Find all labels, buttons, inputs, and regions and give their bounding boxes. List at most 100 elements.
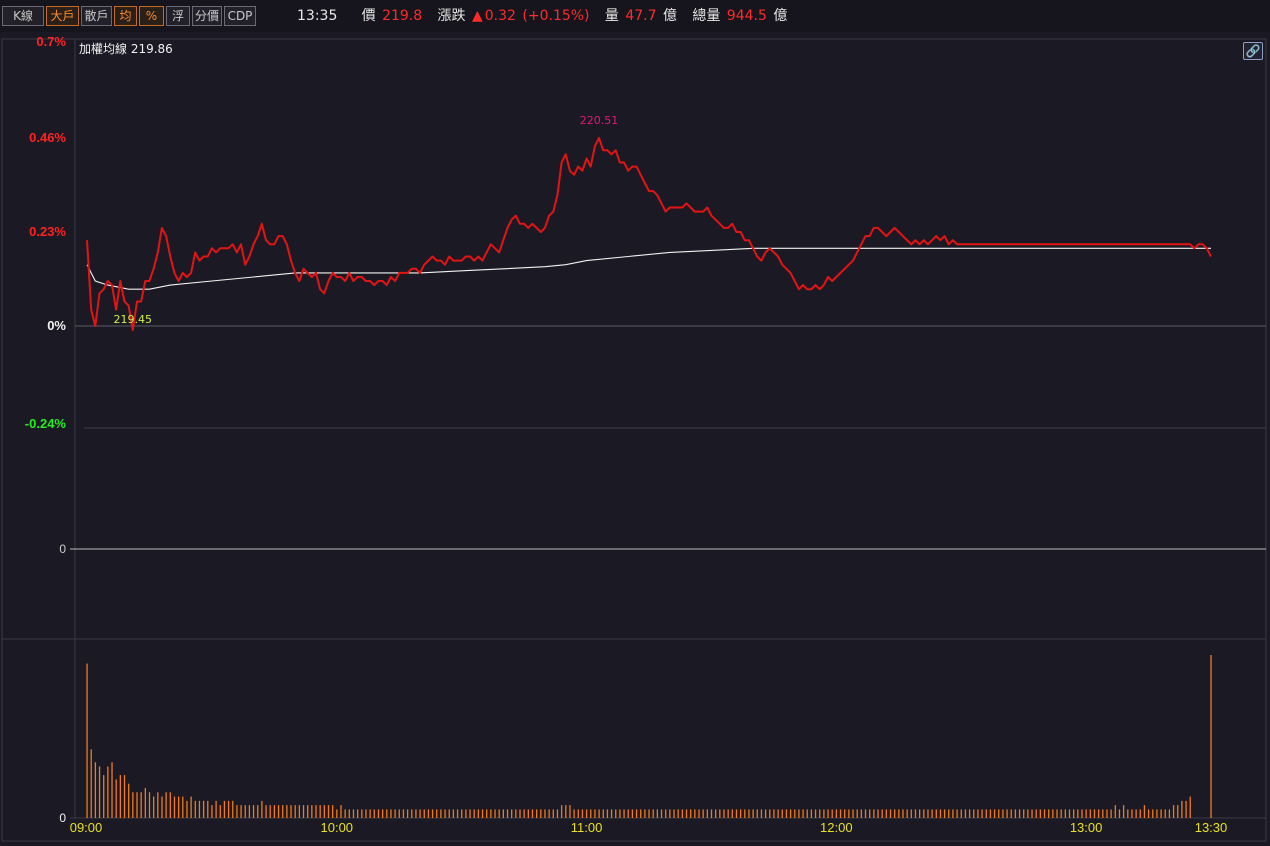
volume-bar <box>1056 809 1058 818</box>
volume-bar <box>581 809 584 818</box>
volume-bar <box>681 809 684 818</box>
volume-bar <box>814 809 817 818</box>
volume-bar <box>644 809 646 818</box>
volume-bar <box>286 805 288 818</box>
total-volume-unit: 億 <box>773 8 788 24</box>
volume-bar <box>490 809 492 818</box>
volume-bar <box>136 792 138 818</box>
volume-bar <box>377 809 380 818</box>
volume-bar <box>394 809 396 818</box>
volume-bar <box>973 809 975 818</box>
volume-bar <box>415 809 417 818</box>
volume-bar <box>652 809 654 818</box>
volume-bar <box>777 809 779 818</box>
max-price-label: 220.51 <box>580 114 619 127</box>
volume-bar <box>436 809 438 818</box>
volume-bar <box>602 809 604 818</box>
volume-bar <box>648 809 650 818</box>
volume-bar <box>115 779 117 818</box>
volume-bar <box>527 809 529 818</box>
quote-bar: 13:35 價 219.8 漲跌 ▲ 0.32 (+0.15%) 量 47.7 億… <box>297 6 789 26</box>
volume-bar <box>615 809 617 818</box>
volume-bar <box>856 809 858 818</box>
percent-button[interactable]: % <box>139 6 164 26</box>
volume-bar <box>219 805 221 818</box>
volume-bar <box>565 805 567 818</box>
price-volume-button[interactable]: 分價 <box>192 6 222 26</box>
volume-bar <box>956 809 958 818</box>
total-volume-value: 944.5 <box>726 8 767 24</box>
volume-bar <box>240 805 242 818</box>
volume-bar <box>498 809 500 818</box>
volume-bar <box>486 809 488 818</box>
volume-bar <box>477 809 480 818</box>
volume-bar <box>710 809 713 818</box>
volume-bar <box>1052 809 1054 818</box>
change-value: 0.32 <box>484 8 516 24</box>
retail-button[interactable]: 散戶 <box>81 6 112 26</box>
volume-bar <box>153 796 155 818</box>
volume-bar <box>877 809 879 818</box>
price-label: 價 <box>361 8 376 24</box>
volume-bar <box>1127 809 1129 818</box>
volume-bar <box>1172 805 1175 818</box>
volume-bar <box>569 805 571 818</box>
volume-bar <box>515 809 517 818</box>
volume-bar <box>665 809 667 818</box>
big-trader-button[interactable]: 大戶 <box>46 6 79 26</box>
volume-bar <box>719 809 721 818</box>
volume-bar <box>623 809 625 818</box>
volume-bar <box>935 809 937 818</box>
volume-bar <box>290 805 292 818</box>
x-tick-label: 13:30 <box>1195 820 1228 835</box>
volume-bar <box>702 809 704 818</box>
volume-bar <box>194 800 196 818</box>
float-button[interactable]: 浮 <box>166 6 190 26</box>
volume-bar <box>519 809 521 818</box>
cdp-button[interactable]: CDP <box>224 6 256 26</box>
volume-bar <box>1118 809 1121 818</box>
volume-bar <box>1177 805 1179 818</box>
volume-bar <box>844 809 846 818</box>
volume-bar <box>864 809 867 818</box>
volume-bar <box>852 809 854 818</box>
x-tick-label: 11:00 <box>571 820 603 835</box>
volume-bar <box>1181 800 1183 818</box>
volume-bar <box>223 800 226 818</box>
volume-bar <box>1002 809 1004 818</box>
volume-bar <box>202 800 205 818</box>
volume-bar <box>273 805 276 818</box>
volume-bar <box>1077 809 1079 818</box>
volume-bar <box>756 809 758 818</box>
volume-bar <box>265 805 267 818</box>
volume-bar <box>215 800 217 818</box>
volume-bar <box>968 809 971 818</box>
volume-bar <box>819 809 821 818</box>
volume-bar <box>465 809 467 818</box>
volume-bar <box>744 809 746 818</box>
volume-bar <box>619 809 621 818</box>
volume-bar <box>985 809 987 818</box>
volume-bar <box>90 749 92 818</box>
volume-bar <box>1160 809 1162 818</box>
volume-bar <box>927 809 929 818</box>
volume-bar <box>1014 809 1017 818</box>
volume-bar <box>261 800 263 818</box>
volume-bar <box>398 809 400 818</box>
volume-bar <box>302 805 305 818</box>
volume-bar <box>207 800 209 818</box>
volume-bar <box>835 809 838 818</box>
kline-button[interactable]: K線 <box>2 6 44 26</box>
volume-bar <box>473 809 475 818</box>
volume-bar <box>910 809 912 818</box>
volume-bar <box>244 805 246 818</box>
link-icon[interactable]: 🔗 <box>1243 42 1263 60</box>
volume-bar <box>906 809 908 818</box>
volume-bar <box>1039 809 1042 818</box>
volume-bar <box>107 766 109 818</box>
average-button[interactable]: 均 <box>114 6 137 26</box>
volume-bar <box>698 809 700 818</box>
volume-bar <box>1152 809 1154 818</box>
volume-bar <box>823 809 825 818</box>
volume-bar <box>452 809 455 818</box>
